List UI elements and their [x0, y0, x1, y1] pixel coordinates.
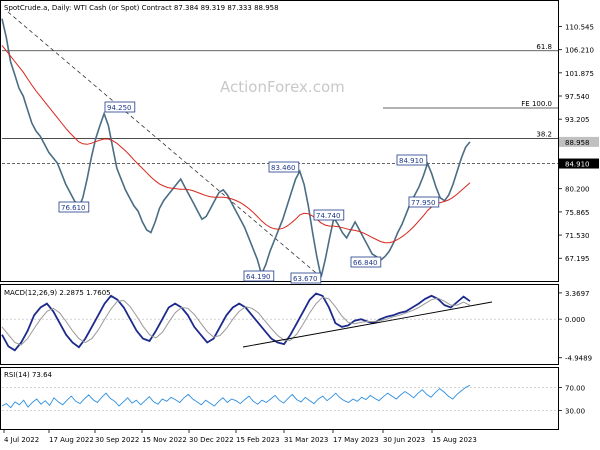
rsi-tick-label: 30.00 [565, 408, 585, 416]
rsi-tick-label: 70.00 [565, 384, 585, 392]
annotation-box [243, 270, 275, 282]
macd-tick-label: 3.3697 [565, 290, 590, 298]
annotation-label: 84.910 [399, 157, 424, 165]
annotation-box [396, 154, 428, 166]
price-panel-frame [0, 0, 559, 282]
annotation-label: 94.250 [107, 104, 132, 112]
macd-line [1, 292, 471, 352]
y-tick-label: 67.195 [565, 255, 590, 263]
x-tick-label: 30 Jun 2023 [383, 436, 425, 444]
annotation-box [268, 161, 300, 173]
annotation-box [290, 272, 322, 284]
y-tick-label: 80.200 [565, 186, 590, 194]
macd-signal-line [1, 296, 471, 346]
annotation-label: 66.840 [353, 259, 378, 267]
rsi-title: RSI(14) 73.64 [4, 371, 53, 379]
x-tick-label: 17 May 2023 [333, 436, 379, 444]
y-tick-label: 71.530 [565, 232, 590, 240]
annotation-box [58, 201, 90, 213]
y-tick-label: 106.210 [565, 47, 594, 55]
trend-line [7, 11, 323, 279]
annotation-label: 77.950 [411, 199, 436, 207]
macd-trend-line [242, 301, 493, 348]
x-tick-label: 30 Dec 2022 [189, 436, 234, 444]
level-price-label: 84.910 [565, 161, 590, 169]
current-price-box [559, 136, 599, 147]
rsi-panel-frame [0, 367, 559, 430]
annotation-label: 64.190 [246, 273, 271, 281]
x-tick-label: 15 Feb 2023 [236, 436, 280, 444]
watermark: ActionForex.com [220, 78, 345, 96]
annotation-box [408, 196, 440, 208]
annotation-label: 76.610 [61, 204, 86, 212]
macd-title: MACD(12,26,9) 2.2875 1.7605 [4, 289, 111, 297]
annotation-label: 63.670 [293, 275, 318, 283]
chart-header: SpotCrude.a, Daily: WTI Cash (or Spot) C… [4, 4, 279, 12]
annotation-box [104, 101, 136, 113]
level-label: 38.2 [536, 130, 552, 138]
x-tick-label: 15 Nov 2022 [142, 436, 187, 444]
annotation-label: 74.740 [316, 212, 341, 220]
x-tick-label: 30 Sep 2022 [95, 436, 139, 444]
annotation-box [350, 256, 382, 268]
x-tick-label: 15 Aug 2023 [432, 436, 477, 444]
annotation-box [313, 209, 345, 221]
y-tick-label: 75.865 [565, 209, 590, 217]
y-tick-label: 97.540 [565, 93, 590, 101]
x-tick-label: 17 Aug 2022 [49, 436, 94, 444]
macd-tick-label: 0.000 [565, 316, 585, 324]
macd-tick-label: -4.9489 [565, 355, 592, 363]
current-price-label: 88.958 [565, 139, 590, 147]
rsi-line [1, 384, 471, 409]
annotation-label: 83.460 [271, 164, 296, 172]
y-tick-label: 93.205 [565, 116, 590, 124]
x-tick-label: 4 Jul 2022 [4, 436, 39, 444]
level-price-box [559, 158, 599, 169]
moving-average-line [1, 45, 471, 244]
y-tick-label: 101.875 [565, 70, 594, 78]
level-label: 61.8 [536, 43, 552, 51]
x-tick-label: 31 Mar 2023 [284, 436, 328, 444]
level-label: FE 100.0 [521, 100, 552, 108]
macd-panel-frame [0, 284, 559, 365]
y-tick-label: 110.545 [565, 23, 594, 31]
